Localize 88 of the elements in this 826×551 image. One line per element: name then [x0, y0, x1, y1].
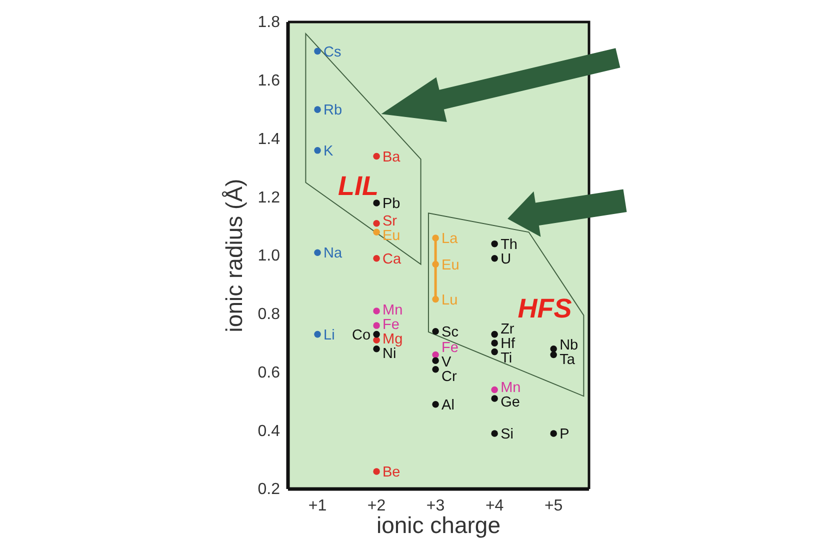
data-label: Pb — [382, 196, 400, 212]
x-tick-label: +3 — [426, 497, 445, 514]
point — [432, 351, 439, 358]
point — [373, 308, 380, 314]
data-label: Fe — [442, 340, 458, 356]
data-label: Al — [442, 397, 454, 414]
data-label: Ta — [560, 352, 576, 368]
data-label: Eu — [442, 257, 460, 274]
data-label: Co — [352, 327, 371, 344]
y-tick-label: 1.2 — [258, 189, 280, 206]
x-tick-label: +2 — [367, 497, 386, 514]
y-tick-label: 0.8 — [258, 306, 280, 323]
x-tick-label: +5 — [544, 497, 563, 514]
point — [373, 330, 380, 338]
data-label: Sc — [442, 324, 458, 340]
point — [550, 346, 557, 352]
point — [432, 234, 439, 242]
data-label: Sr — [382, 214, 398, 230]
data-label: Lu — [442, 292, 458, 308]
data-label: Eu — [382, 228, 400, 244]
data-label: Ti — [500, 350, 512, 367]
point — [491, 240, 498, 248]
data-label: Cs — [324, 44, 342, 60]
data-label: Th — [500, 236, 518, 253]
data-label: Na — [324, 246, 343, 262]
point — [491, 330, 498, 338]
data-label: La — [442, 231, 459, 248]
point — [491, 340, 498, 346]
point — [373, 346, 380, 352]
point — [373, 152, 380, 160]
point — [432, 366, 439, 373]
point — [491, 386, 498, 394]
point — [314, 249, 321, 256]
data-label: Fe — [382, 317, 400, 334]
annotation: HFS — [518, 293, 572, 324]
data-label: Zr — [500, 322, 514, 338]
point — [373, 336, 380, 344]
y-tick-label: 0.4 — [258, 422, 280, 440]
y-tick-label: 0.6 — [258, 364, 280, 382]
data-label: K — [324, 144, 334, 160]
point — [432, 400, 439, 408]
annotation: LIL — [338, 170, 378, 201]
data-label: Mg — [382, 332, 403, 348]
point — [491, 430, 498, 437]
y-tick-label: 1.0 — [258, 248, 280, 265]
data-label: Nb — [560, 338, 578, 354]
point — [373, 255, 380, 262]
point — [373, 322, 380, 329]
y-axis-title: ionic radius (Å) — [221, 178, 247, 332]
point — [373, 228, 380, 236]
point — [314, 147, 321, 154]
data-label: P — [560, 426, 570, 443]
point — [432, 328, 439, 335]
data-label: Ca — [382, 251, 402, 268]
point — [550, 430, 557, 437]
point — [432, 260, 439, 268]
y-tick-label: 1.4 — [258, 130, 280, 148]
point — [491, 255, 498, 262]
point — [314, 106, 321, 113]
point — [314, 48, 321, 55]
point — [314, 330, 321, 338]
point — [373, 220, 380, 227]
point — [491, 348, 498, 356]
data-label: U — [500, 251, 512, 268]
point — [373, 468, 380, 475]
data-label: Be — [382, 464, 400, 481]
data-label: Mn — [500, 380, 521, 396]
data-label: Rb — [324, 102, 342, 119]
data-label: V — [442, 354, 452, 371]
point — [432, 296, 439, 303]
y-tick-label: 0.2 — [258, 481, 280, 498]
y-tick-label: 1.8 — [258, 14, 280, 32]
point — [491, 395, 498, 402]
point — [373, 200, 380, 206]
x-axis-title: ionic charge — [376, 512, 501, 538]
data-label: Si — [500, 426, 514, 443]
point — [550, 351, 557, 358]
x-tick-label: +1 — [308, 497, 327, 514]
x-tick-label: +4 — [485, 497, 504, 514]
y-tick-label: 1.6 — [258, 72, 280, 90]
point — [432, 357, 439, 364]
data-label: Li — [324, 327, 335, 344]
data-label: Ni — [382, 346, 396, 362]
data-label: Cr — [442, 369, 458, 386]
data-label: Ba — [382, 149, 402, 166]
data-label: Mn — [382, 302, 403, 319]
data-label: Ge — [500, 394, 520, 410]
data-label: Hf — [500, 336, 516, 352]
